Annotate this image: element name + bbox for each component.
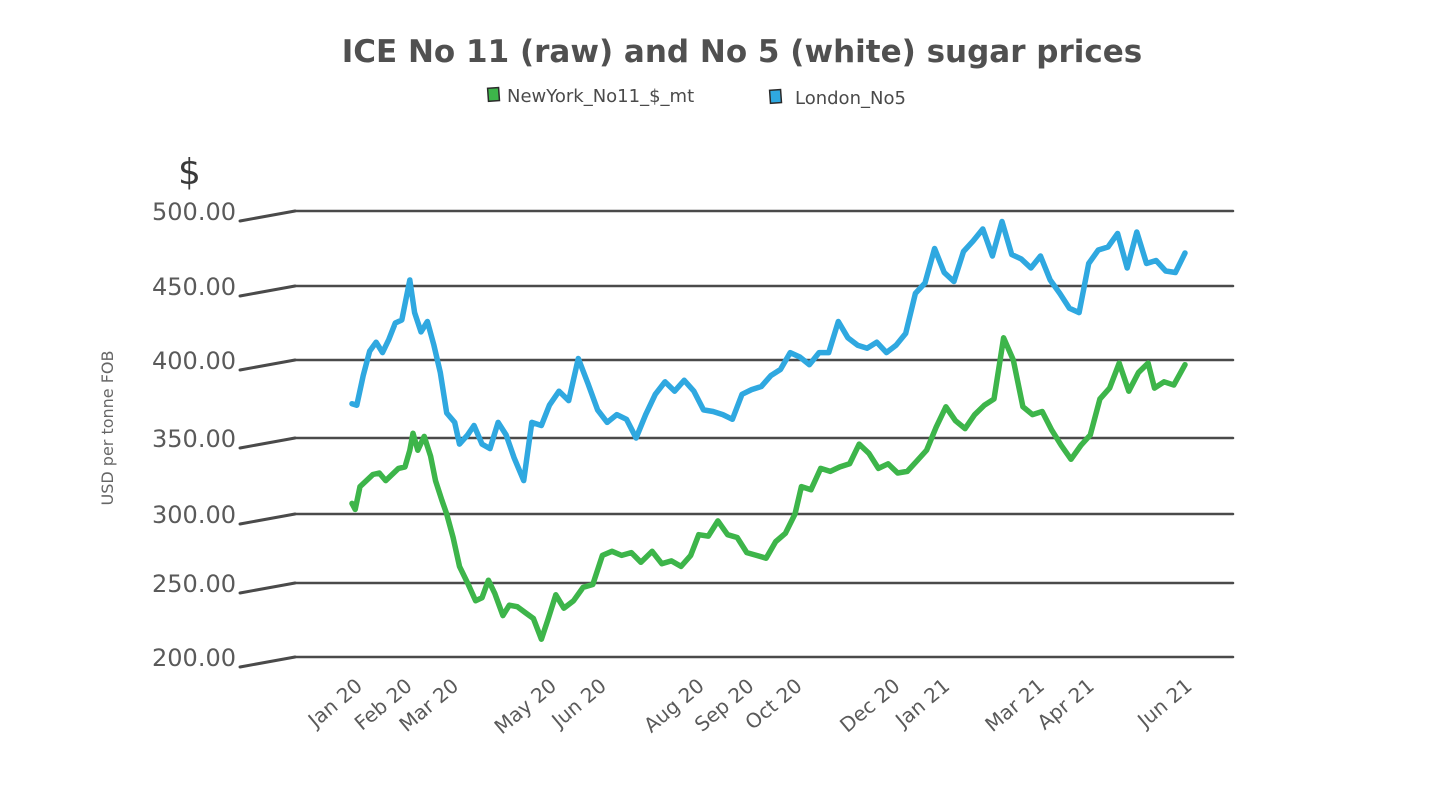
legend-swatch-newyork: [486, 86, 501, 103]
y-tick-label: 450.00: [152, 273, 236, 301]
y-tick-mark: [238, 581, 297, 595]
legend-item-london[interactable]: London_No5: [768, 88, 906, 109]
y-tick-label: 250.00: [152, 570, 236, 598]
legend-swatch-london: [768, 88, 783, 105]
y-tick-mark: [238, 284, 297, 298]
legend-label-newyork: NewYork_No11_$_mt: [507, 86, 694, 107]
grid-lines: [293, 209, 1235, 659]
x-tick-label: Dec 20: [835, 673, 904, 737]
x-tick-label: Jun 21: [1131, 673, 1196, 733]
series-line-newyork[interactable]: [349, 335, 1188, 642]
x-tick-label: Jan 21: [889, 673, 954, 733]
y-tick-label: 200.00: [152, 644, 236, 672]
y-tick-label: 400.00: [152, 347, 236, 375]
chart-title: ICE No 11 (raw) and No 5 (white) sugar p…: [342, 34, 1143, 70]
x-tick-label: Jun 20: [546, 673, 611, 733]
y-tick-mark: [238, 358, 297, 372]
y-unit-label: $: [178, 152, 201, 193]
legend-item-newyork[interactable]: NewYork_No11_$_mt: [486, 86, 695, 107]
x-tick-label: Apr 21: [1032, 673, 1098, 734]
y-tick-label: 350.00: [152, 425, 236, 453]
x-tick-label: Mar 21: [980, 673, 1049, 736]
series-line-london[interactable]: [349, 218, 1188, 484]
legend-label-london: London_No5: [795, 88, 906, 109]
y-tick-label: 300.00: [152, 501, 236, 529]
x-tick-label: May 20: [490, 673, 561, 738]
y-tick-label: 500.00: [152, 198, 236, 226]
y-axis-label: USD per tonne FOB: [98, 351, 117, 506]
y-axis-ticks: 500.00 450.00 400.00 350.00 300.00 250.00 200.…: [152, 198, 297, 672]
y-tick-mark: [238, 209, 297, 223]
y-tick-mark: [238, 436, 297, 450]
legend: NewYork_No11_$_mt London_No5: [486, 86, 906, 109]
y-tick-mark: [238, 655, 297, 669]
y-tick-mark: [238, 512, 297, 526]
series-lines: [349, 218, 1188, 642]
